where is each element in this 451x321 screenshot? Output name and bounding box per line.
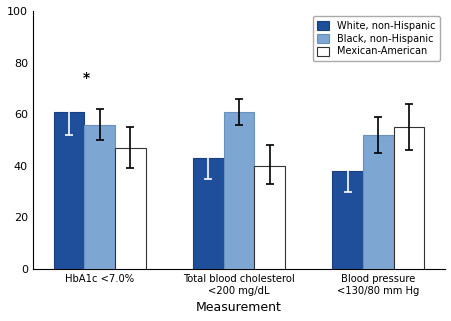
Bar [362, 135, 393, 269]
Bar [393, 127, 423, 269]
Bar [331, 171, 362, 269]
X-axis label: Measurement: Measurement [196, 301, 281, 314]
Bar [193, 158, 223, 269]
Bar [54, 112, 84, 269]
Text: *: * [82, 71, 89, 84]
Bar [254, 166, 284, 269]
Bar [223, 112, 254, 269]
Bar [84, 125, 115, 269]
Legend: White, non-Hispanic, Black, non-Hispanic, Mexican-American: White, non-Hispanic, Black, non-Hispanic… [312, 16, 439, 61]
Bar [115, 148, 145, 269]
